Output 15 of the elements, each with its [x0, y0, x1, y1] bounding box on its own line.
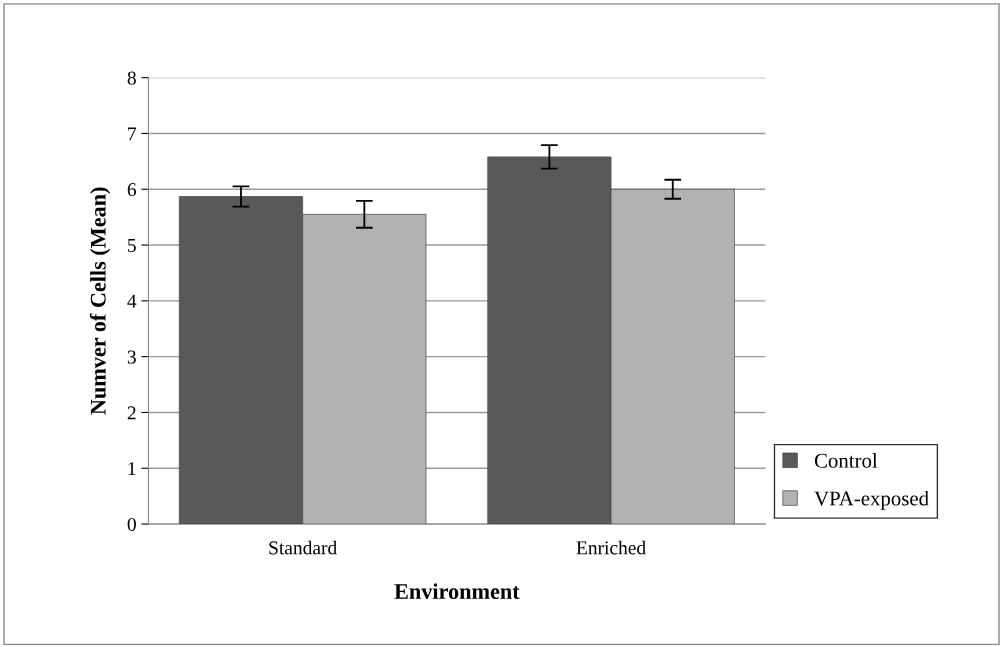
y-tick-label: 6: [127, 183, 137, 197]
y-tick-label: 4: [127, 294, 137, 308]
x-tick-label: Enriched: [576, 540, 646, 555]
y-tick-label: 8: [127, 71, 136, 85]
y-tick-label: 0: [127, 517, 136, 532]
legend-label: VPA-exposed: [814, 490, 929, 510]
legend-label: Control: [814, 453, 878, 468]
y-axis-title: Numver of Cells (Mean): [89, 187, 111, 415]
y-tick-label: 7: [128, 127, 137, 141]
x-axis-title: Environment: [394, 583, 520, 600]
y-tick-label: 1: [128, 462, 136, 476]
y-tick-label: 3: [127, 350, 136, 364]
x-tick-label: Standard: [269, 540, 337, 555]
y-tick-label: 5: [128, 239, 136, 252]
y-tick-label: 2: [127, 406, 136, 420]
